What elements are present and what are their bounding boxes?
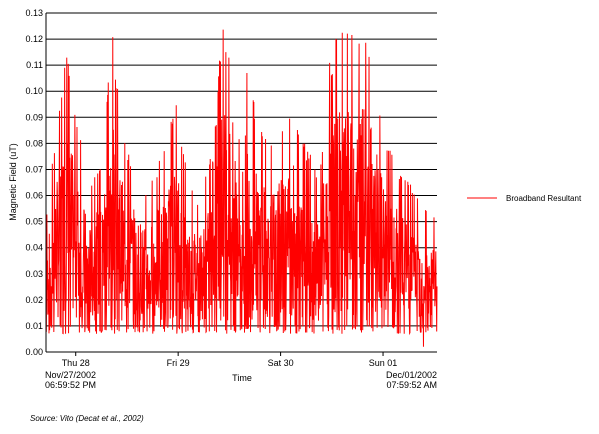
x-tick-label: Fri 29	[167, 358, 190, 368]
y-axis-title: Magnetic Field (uT)	[8, 143, 18, 221]
x-axis-title: Time	[232, 373, 252, 383]
y-tick-label: 0.10	[25, 86, 43, 96]
legend-label-broadband-resultant: Broadband Resultant	[506, 194, 582, 203]
y-tick-label: 0.03	[25, 269, 43, 279]
y-tick-label: 0.04	[25, 243, 43, 253]
x-tick-labels: Thu 28 Fri 29 Sat 30 Sun 01	[62, 352, 398, 368]
x-end-time: 07:59:52 AM	[386, 380, 437, 390]
y-tick-label: 0.12	[25, 34, 43, 44]
x-end-date: Dec/01/2002	[386, 370, 437, 380]
y-tick-label: 0.05	[25, 217, 43, 227]
y-tick-label: 0.09	[25, 112, 43, 122]
y-tick-label: 0.01	[25, 321, 43, 331]
x-tick-label: Sun 01	[369, 358, 398, 368]
source-note: Source: Vito (Decat et al., 2002)	[30, 414, 144, 423]
legend: Broadband Resultant	[467, 194, 582, 203]
x-tick-label: Sat 30	[268, 358, 294, 368]
series-layer	[45, 29, 438, 347]
y-tick-label: 0.06	[25, 191, 43, 201]
y-tick-label: 0.02	[25, 295, 43, 305]
y-tick-labels: 0.00 0.01 0.02 0.03 0.04 0.05 0.06 0.07 0.08 0.09…	[25, 8, 43, 357]
y-tick-label: 0.07	[25, 164, 43, 174]
series-line-broadband-resultant	[45, 29, 438, 347]
y-tick-label: 0.13	[25, 8, 43, 18]
y-tick-label: 0.11	[26, 60, 43, 70]
x-tick-label: Thu 28	[62, 358, 90, 368]
x-start-date: Nov/27/2002	[45, 370, 96, 380]
y-tick-label: 0.00	[25, 347, 43, 357]
y-tick-label: 0.08	[25, 138, 43, 148]
x-start-time: 06:59:52 PM	[45, 380, 96, 390]
axes	[45, 13, 437, 353]
